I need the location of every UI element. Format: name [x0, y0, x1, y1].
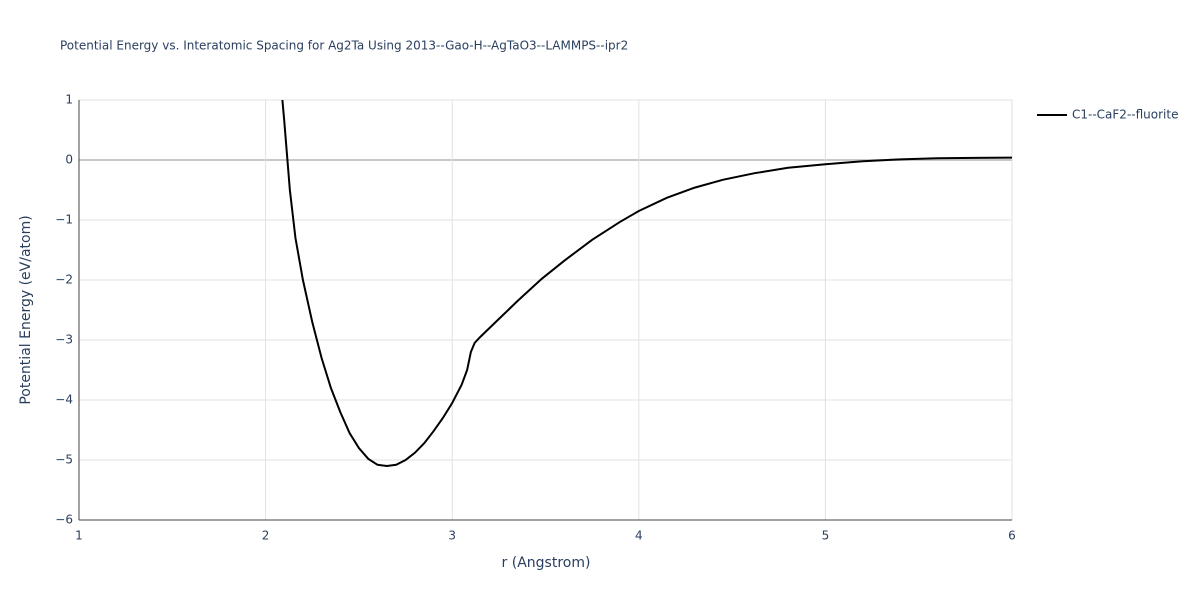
y-tick-label: 0: [65, 153, 73, 167]
line-series: [281, 100, 1012, 468]
x-axis-label: r (Angstrom): [502, 555, 591, 571]
y-tick-label: −1: [55, 213, 73, 227]
legend-label: C1--CaF2--fluorite: [1072, 108, 1178, 122]
x-tick-label: 6: [1008, 529, 1016, 543]
x-tick-label: 4: [635, 529, 643, 543]
plot-area: [281, 100, 1012, 468]
y-axis-label: Potential Energy (eV/atom): [18, 215, 34, 404]
chart-title: Potential Energy vs. Interatomic Spacing…: [60, 39, 628, 53]
x-tick-label: 2: [262, 529, 270, 543]
y-tick-label: −2: [55, 273, 73, 287]
y-tick-label: −5: [55, 453, 73, 467]
y-tick-label: −4: [55, 393, 73, 407]
y-tick-label: −3: [55, 333, 73, 347]
x-tick-label: 5: [822, 529, 830, 543]
x-tick-label: 1: [75, 529, 83, 543]
x-tick-label: 3: [448, 529, 456, 543]
y-tick-label: −6: [55, 513, 73, 527]
y-tick-label: 1: [65, 93, 73, 107]
